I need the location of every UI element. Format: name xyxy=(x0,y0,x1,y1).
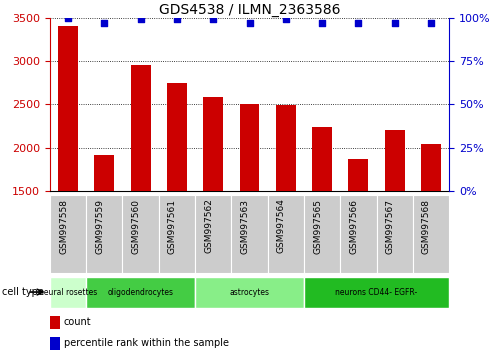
Point xyxy=(100,20,108,26)
Bar xyxy=(312,127,332,191)
Text: cell type: cell type xyxy=(2,287,44,297)
Text: oligodendrocytes: oligodendrocytes xyxy=(108,287,174,297)
Point xyxy=(318,20,326,26)
Bar xyxy=(240,104,259,191)
Bar xyxy=(304,277,449,308)
Bar xyxy=(276,105,296,191)
Text: percentile rank within the sample: percentile rank within the sample xyxy=(64,338,229,348)
Bar xyxy=(167,83,187,191)
Text: GSM997564: GSM997564 xyxy=(277,199,286,253)
Text: GSM997566: GSM997566 xyxy=(349,199,358,253)
Bar xyxy=(304,195,340,273)
Point xyxy=(137,17,145,22)
Bar xyxy=(122,195,159,273)
Text: astrocytes: astrocytes xyxy=(230,287,269,297)
Text: neural rosettes: neural rosettes xyxy=(39,287,97,297)
Text: GSM997567: GSM997567 xyxy=(386,199,395,253)
Bar xyxy=(50,337,60,350)
Text: GSM997560: GSM997560 xyxy=(132,199,141,253)
Text: GSM997558: GSM997558 xyxy=(59,199,68,253)
Bar xyxy=(195,195,232,273)
Bar xyxy=(50,195,86,273)
Bar xyxy=(50,316,60,329)
Text: GSM997565: GSM997565 xyxy=(313,199,322,253)
Bar xyxy=(377,195,413,273)
Point xyxy=(173,17,181,22)
Bar xyxy=(58,27,78,191)
Bar xyxy=(50,277,86,308)
Text: GSM997562: GSM997562 xyxy=(204,199,213,253)
Point xyxy=(354,20,362,26)
Text: GSM997563: GSM997563 xyxy=(241,199,250,253)
Bar xyxy=(267,195,304,273)
Point xyxy=(391,20,399,26)
Bar xyxy=(195,277,304,308)
Point xyxy=(282,17,290,22)
Point xyxy=(209,17,217,22)
Bar xyxy=(94,155,114,191)
Text: GSM997568: GSM997568 xyxy=(422,199,431,253)
Text: GSM997559: GSM997559 xyxy=(95,199,104,253)
Bar xyxy=(340,195,377,273)
Point xyxy=(64,15,72,21)
Point xyxy=(427,20,435,26)
Point xyxy=(246,20,253,26)
Bar xyxy=(348,159,368,191)
Bar xyxy=(232,195,267,273)
Bar xyxy=(159,195,195,273)
Bar xyxy=(385,131,405,191)
Text: count: count xyxy=(64,317,91,327)
Bar xyxy=(86,277,195,308)
Title: GDS4538 / ILMN_2363586: GDS4538 / ILMN_2363586 xyxy=(159,3,340,17)
Bar xyxy=(421,144,441,191)
Bar xyxy=(131,65,151,191)
Text: neurons CD44- EGFR-: neurons CD44- EGFR- xyxy=(335,287,418,297)
Bar xyxy=(413,195,449,273)
Bar xyxy=(86,195,122,273)
Bar xyxy=(203,97,223,191)
Text: GSM997561: GSM997561 xyxy=(168,199,177,253)
